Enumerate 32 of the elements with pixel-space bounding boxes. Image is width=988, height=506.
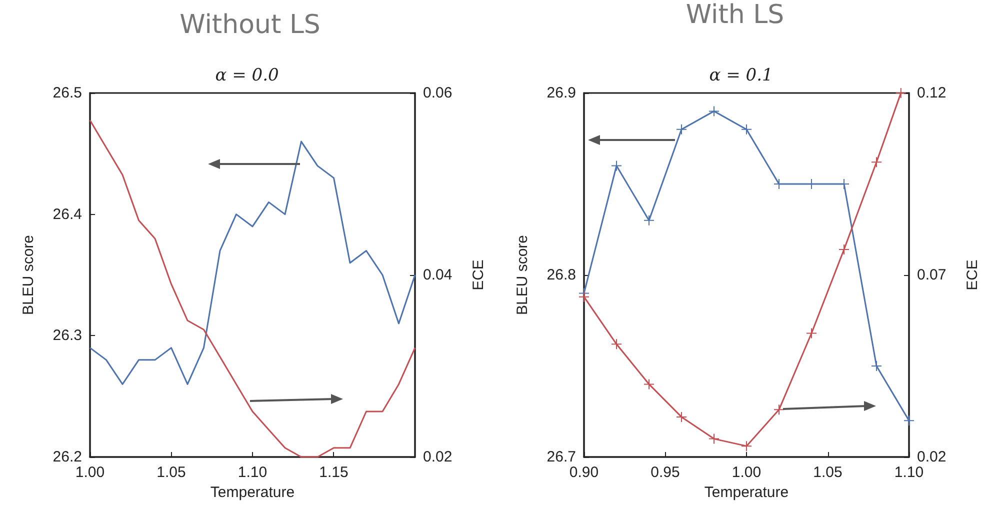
y2-tick-label: 0.02 [423,448,452,466]
y-axis-title: BLEU score [20,234,37,316]
y-tick-label: 26.8 [546,266,576,284]
y2-tick-label: 0.04 [423,266,452,284]
y-tick-label: 26.9 [546,84,576,102]
y-tick-label: 26.5 [52,84,82,102]
x-tick-label: 1.05 [156,464,186,481]
y-tick-label: 26.2 [52,448,82,466]
y2-tick-label: 0.12 [917,84,946,102]
x-tick-label: 1.00 [732,464,762,481]
y-tick-label: 26.3 [52,327,82,344]
y2-tick-label: 0.06 [423,84,452,102]
x-tick-label: 1.10 [238,464,268,481]
y-axis-title: BLEU score [514,234,531,316]
x-tick-label: 0.95 [650,464,680,481]
x-tick-label: 1.15 [319,464,348,481]
x-tick-label: 1.00 [75,464,105,481]
chart-title: Without LS [180,10,320,40]
chart-title: With LS [686,0,784,30]
y2-tick-label: 0.07 [917,266,946,284]
chart-subtitle: α = 0.0 [215,66,279,86]
chart-subtitle: α = 0.1 [709,66,773,86]
x-axis-title: Temperature [210,484,295,501]
x-tick-label: 0.90 [569,464,599,481]
y2-axis-title: ECE [964,260,981,290]
x-tick-label: 1.10 [894,464,924,481]
y-tick-label: 26.7 [546,448,576,466]
y-tick-label: 26.4 [52,206,82,223]
x-tick-label: 1.05 [813,464,842,481]
y2-axis-title: ECE [470,260,487,290]
y2-tick-label: 0.02 [917,448,946,466]
x-axis-title: Temperature [704,484,789,501]
